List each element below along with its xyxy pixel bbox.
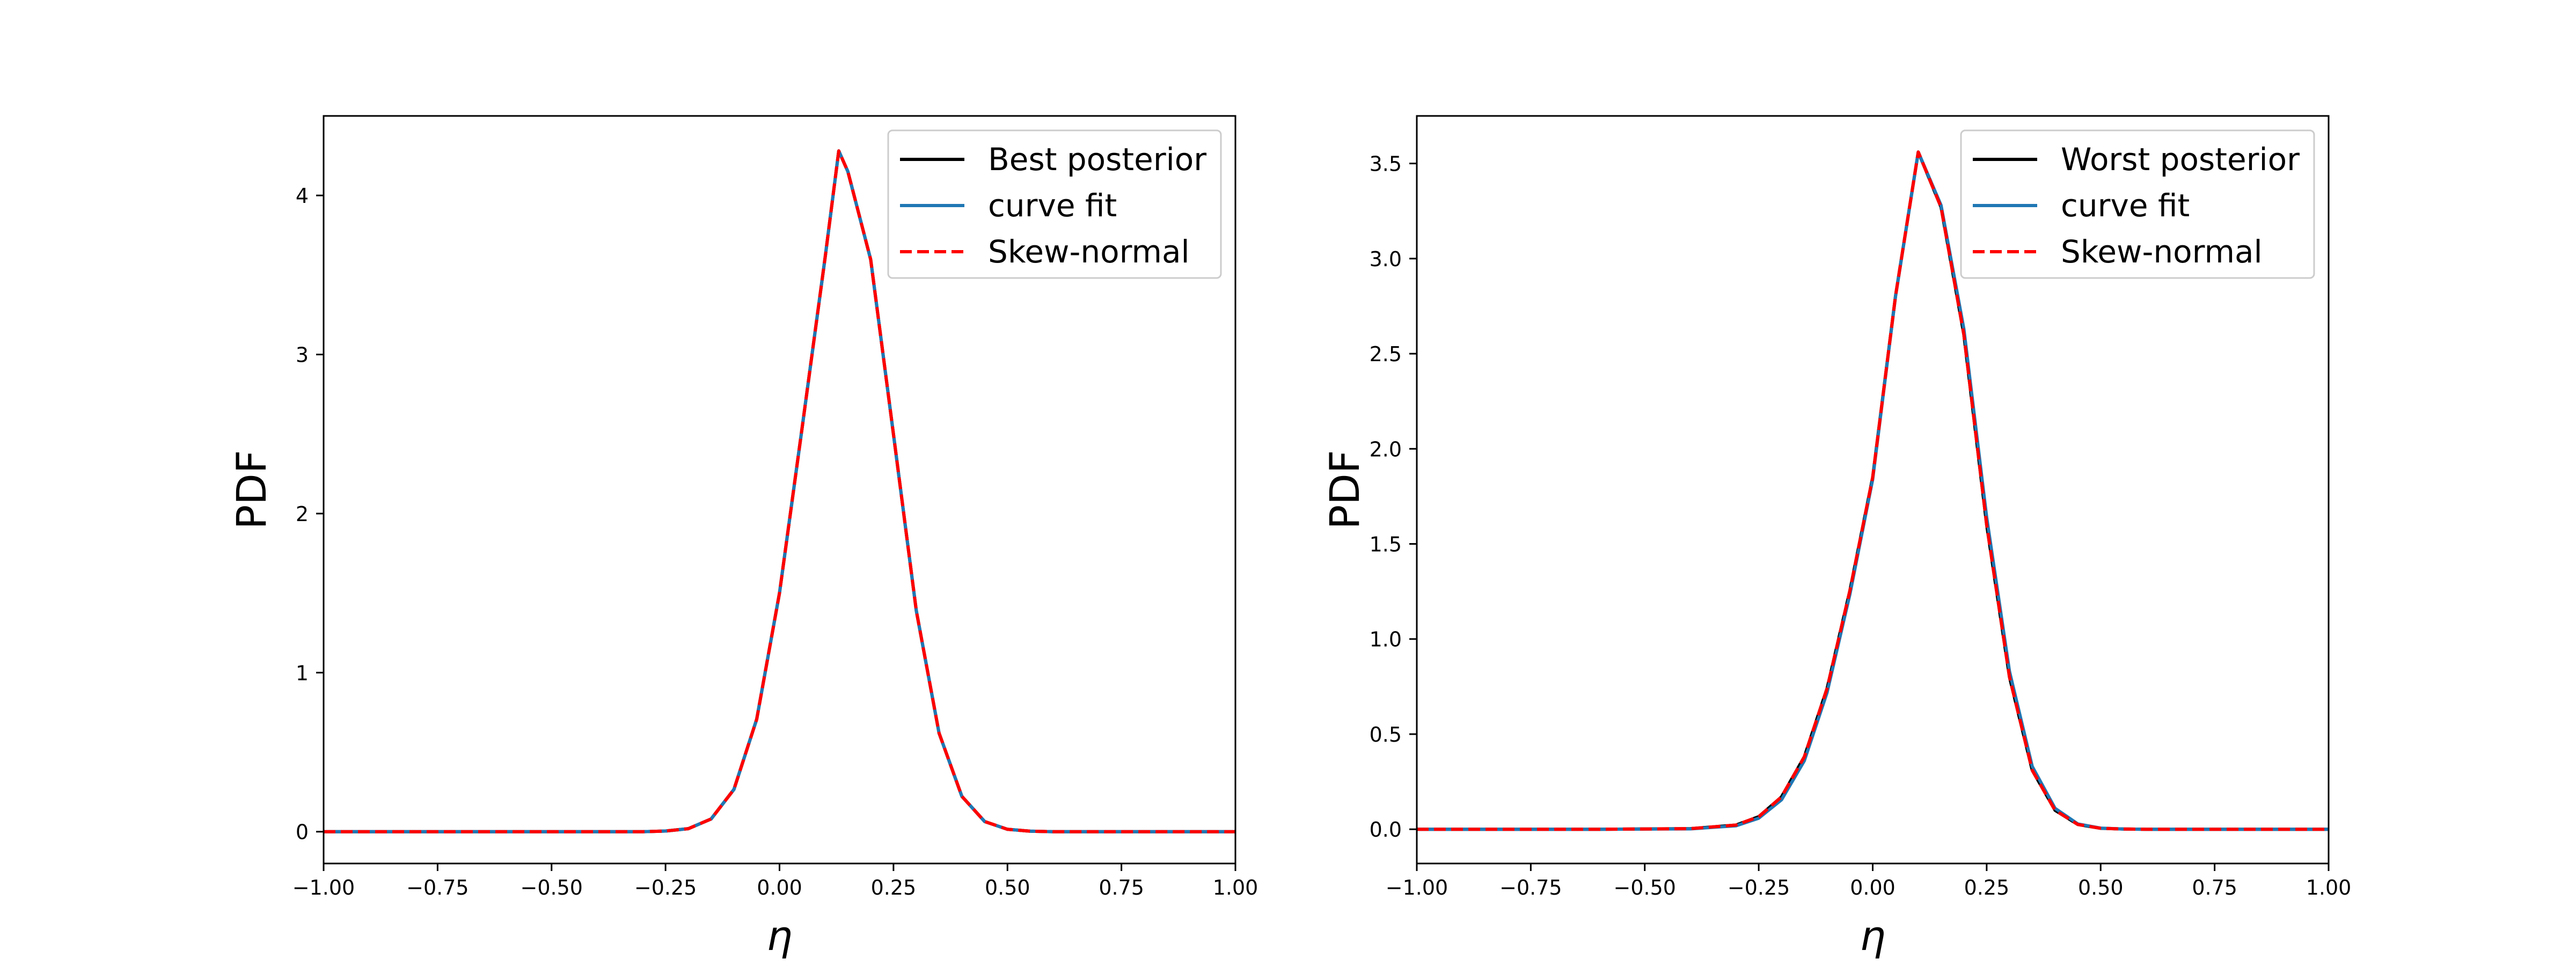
x-tick-label: −0.25	[1728, 876, 1790, 899]
legend-label: Skew-normal	[2061, 233, 2263, 270]
series-line-skew-normal	[324, 149, 1235, 833]
y-tick-label: 0.5	[1370, 723, 1402, 747]
x-tick-label: 0.00	[757, 876, 802, 899]
x-tick-label: 0.75	[2192, 876, 2237, 899]
legend-box	[887, 129, 1222, 279]
legend-label: Skew-normal	[988, 233, 1190, 270]
x-tick-label: 1.00	[1213, 876, 1258, 899]
x-tick-label: −0.75	[1499, 876, 1562, 899]
y-axis-label: PDF	[1321, 450, 1368, 529]
y-tick-label: 0.0	[1370, 818, 1402, 841]
y-tick-label: 2.0	[1370, 437, 1402, 461]
x-axis-label: η	[1860, 912, 1885, 960]
series-line-skew-normal	[1417, 150, 2329, 831]
x-tick-label: −0.50	[1614, 876, 1676, 899]
legend-label: Best posterior	[988, 141, 1206, 178]
x-tick-label: 1.00	[2306, 876, 2352, 899]
y-tick-label: 2	[296, 502, 309, 526]
y-tick-label: 0	[296, 821, 309, 844]
legend-label: Worst posterior	[2061, 141, 2300, 178]
legend-box	[1960, 129, 2315, 279]
x-tick-label: −1.00	[292, 876, 355, 899]
y-tick-label: 3.5	[1370, 152, 1402, 176]
x-axis-label: η	[766, 912, 792, 960]
left-chart-panel: −1.00 −0.75 −0.50 −0.25 0.00 0.25 0.50 0.75 1.00…	[228, 115, 1258, 960]
x-tick-label: 0.50	[2078, 876, 2124, 899]
x-tick-label: −0.50	[521, 876, 583, 899]
legend-label: curve fit	[988, 187, 1117, 224]
y-tick-label: 3	[296, 343, 309, 367]
x-tick-label: −0.25	[634, 876, 697, 899]
x-tick-label: 0.25	[871, 876, 917, 899]
x-tick-label: 0.00	[1850, 876, 1896, 899]
y-axis-label: PDF	[228, 450, 275, 529]
y-tick-label: 1.5	[1370, 533, 1402, 557]
y-tick-label: 3.0	[1370, 247, 1402, 271]
y-tick-label: 1.0	[1370, 628, 1402, 652]
right-chart-panel: −1.00 −0.75 −0.50 −0.25 0.00 0.25 0.50 0.75 1.00…	[1321, 115, 2352, 960]
x-tick-label: 0.50	[985, 876, 1030, 899]
x-tick-label: −0.75	[406, 876, 469, 899]
x-tick-label: 0.75	[1099, 876, 1144, 899]
y-tick-label: 4	[296, 184, 309, 208]
y-tick-label: 2.5	[1370, 342, 1402, 366]
x-tick-label: 0.25	[1964, 876, 2010, 899]
x-tick-label: −1.00	[1386, 876, 1448, 899]
legend: Worst posterior curve fit Skew-normal	[1960, 129, 2315, 279]
legend: Best posterior curve fit Skew-normal	[887, 129, 1222, 279]
legend-label: curve fit	[2061, 187, 2190, 224]
y-tick-label: 1	[296, 661, 309, 685]
